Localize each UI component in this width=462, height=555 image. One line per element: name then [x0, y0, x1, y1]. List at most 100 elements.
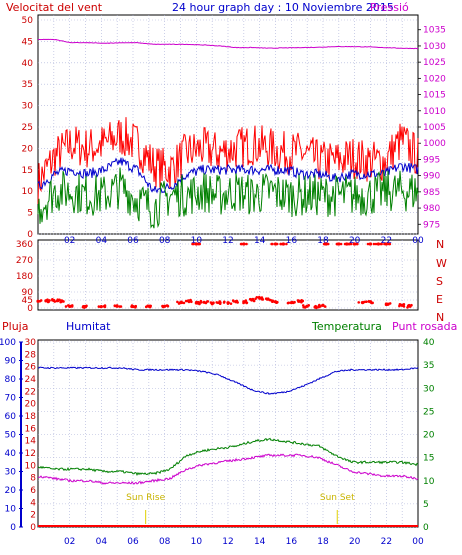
direction-point	[99, 305, 103, 309]
x-tick-label: 12	[222, 236, 233, 246]
wind-y-tick-label: 35	[22, 80, 33, 90]
x-tick-label: 02	[64, 537, 75, 547]
temp-left-tick-label: 4	[30, 498, 36, 508]
compass-label: N	[436, 238, 444, 251]
humidity-y-tick-label: 80	[5, 375, 17, 385]
wind-y-tick-label: 15	[22, 166, 33, 176]
temp-series-magenta	[37, 453, 419, 485]
direction-y-tick-label: 90	[22, 288, 34, 298]
direction-point	[130, 305, 133, 308]
direction-point	[212, 301, 215, 305]
direction-point	[271, 300, 274, 304]
direction-point	[62, 300, 65, 303]
pressure-y-tick-label: 1010	[423, 107, 446, 117]
temp-left-tick-label: 14	[25, 437, 37, 447]
direction-point	[383, 242, 386, 246]
wind-y-tick-label: 25	[22, 123, 33, 133]
wind-y-tick-label: 5	[27, 209, 33, 219]
pressure-y-tick-label: 1000	[423, 139, 446, 149]
temp-right-tick-label: 20	[423, 431, 435, 441]
direction-point	[301, 299, 305, 303]
direction-point	[215, 301, 219, 304]
humidity-y-tick-label: 40	[5, 449, 17, 459]
direction-point	[322, 242, 326, 246]
direction-point	[301, 304, 305, 307]
direction-point	[48, 299, 51, 302]
temp-left-tick-label: 24	[25, 375, 37, 385]
direction-point	[227, 301, 230, 304]
direction-point	[296, 299, 300, 302]
pressure-y-tick-label: 1030	[423, 42, 446, 52]
wind-speed-label: Velocitat del vent	[6, 1, 103, 14]
sun-annotation-label: Sun Rise	[126, 493, 165, 503]
direction-point	[70, 305, 74, 308]
direction-point	[385, 242, 388, 246]
direction-point	[222, 301, 226, 304]
direction-point	[198, 242, 202, 246]
temp-left-tick-label: 8	[30, 474, 36, 484]
direction-point	[231, 299, 235, 302]
temp-left-tick-label: 10	[25, 461, 37, 471]
temp-left-tick-label: 28	[25, 350, 37, 360]
direction-point	[273, 300, 276, 303]
direction-point	[285, 242, 288, 246]
direction-point	[376, 242, 380, 246]
pressure-y-tick-label: 1025	[423, 58, 446, 68]
wind-y-tick-label: 45	[22, 37, 33, 47]
wind-y-tick-label: 20	[22, 144, 34, 154]
temperature-label: Temperatura	[311, 320, 382, 333]
wind-series-green	[37, 167, 419, 229]
direction-point	[347, 242, 351, 246]
direction-point	[103, 304, 107, 307]
direction-point	[357, 301, 361, 304]
direction-point	[402, 305, 406, 308]
temp-right-tick-label: 15	[423, 454, 434, 464]
x-tick-label: 18	[317, 537, 329, 547]
direction-point	[182, 301, 186, 305]
x-tick-label: 16	[286, 236, 298, 246]
temp-series	[37, 366, 419, 527]
temp-left-tick-label: 12	[25, 449, 36, 459]
x-tick-label: 02	[64, 236, 75, 246]
temp-right-tick-label: 0	[423, 523, 429, 533]
pressure-y-tick-label: 990	[423, 172, 440, 182]
direction-point	[198, 302, 201, 306]
wind-series-magenta	[37, 38, 419, 50]
direction-point	[265, 298, 269, 301]
direction-point	[367, 300, 371, 303]
humidity-y-tick-label: 0	[10, 523, 16, 533]
direction-y-tick-label: 180	[16, 272, 33, 282]
direction-grid	[38, 240, 418, 310]
direction-point	[314, 304, 317, 308]
wind-y-tick-label: 40	[22, 59, 34, 69]
direction-point	[276, 300, 279, 304]
direction-point	[252, 299, 256, 303]
direction-point	[374, 242, 378, 246]
temp-right-tick-label: 40	[423, 338, 435, 348]
x-tick-label: 08	[159, 236, 171, 246]
direction-point	[97, 305, 101, 308]
sun-annotation-label: Sun Set	[320, 493, 355, 503]
temp-left-tick-label: 26	[25, 363, 37, 373]
compass-label: W	[436, 257, 447, 270]
x-tick-label: 14	[254, 537, 266, 547]
direction-point	[241, 242, 245, 246]
temp-left-tick-label: 30	[25, 338, 37, 348]
direction-point	[180, 301, 184, 305]
humidity-y-tick-label: 10	[5, 505, 17, 515]
temp-series-blue	[37, 366, 419, 395]
direction-point	[279, 242, 282, 246]
temp-left-tick-label: 22	[25, 387, 36, 397]
direction-point	[53, 300, 57, 303]
graph-title: 24 hour graph day : 10 Noviembre 2015	[172, 1, 394, 14]
temp-left-tick-label: 2	[30, 511, 36, 521]
direction-point	[268, 298, 272, 302]
wind-y-tick-label: 10	[22, 187, 34, 197]
wind-series-red	[37, 117, 419, 205]
x-tick-label: 06	[127, 236, 139, 246]
direction-point	[402, 302, 406, 306]
direction-y-tick-label: 0	[27, 304, 33, 314]
wind-y-tick-label: 30	[22, 102, 34, 112]
